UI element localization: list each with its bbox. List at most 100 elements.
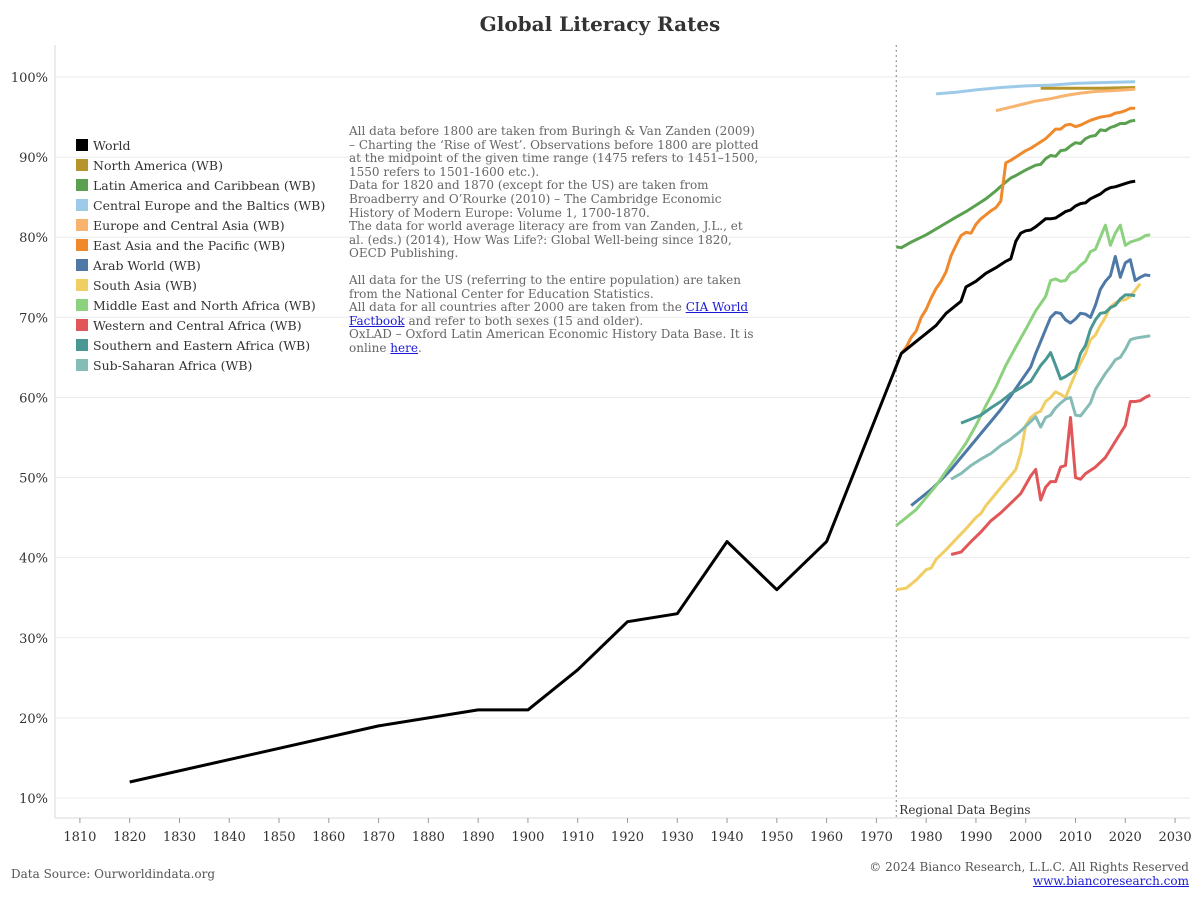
legend-label: Western and Central Africa (WB)	[93, 317, 302, 333]
x-tick-label: 1910	[561, 830, 594, 845]
legend-item-arab-world: Arab World (WB)	[76, 255, 325, 275]
source-notes: All data before 1800 are taken from Buri…	[349, 124, 759, 356]
series-line-east-asia-and-the-pacific	[900, 106, 1136, 355]
legend-item-middle-east-and-north-africa: Middle East and North Africa (WB)	[76, 295, 325, 315]
x-tick-label: 1850	[262, 830, 295, 845]
x-tick-label: 1950	[760, 830, 793, 845]
legend-swatch	[76, 259, 88, 271]
legend-label: South Asia (WB)	[93, 277, 197, 293]
regional-data-label: Regional Data Begins	[899, 803, 1030, 817]
x-tick-label: 1810	[63, 830, 96, 845]
series-line-world	[129, 179, 1136, 784]
legend-swatch	[76, 299, 88, 311]
series-line-southern-and-eastern-africa	[960, 293, 1136, 425]
series-line-sub-saharan-africa	[950, 334, 1151, 481]
chart-legend: World North America (WB) Latin America and…	[76, 135, 325, 375]
series-line-middle-east-and-north-africa	[895, 223, 1151, 527]
oxlad-here-link[interactable]: here	[390, 340, 418, 355]
series-line-north-america	[1040, 86, 1136, 90]
note-us-data: All data for the US (referring to the en…	[349, 272, 741, 301]
series-line-central-europe-and-the-baltics	[935, 80, 1136, 96]
grid-lines	[55, 76, 1190, 799]
x-tick-label: 1890	[462, 830, 495, 845]
x-tick-label: 1960	[810, 830, 843, 845]
legend-swatch	[76, 219, 88, 231]
x-tick-label: 1980	[910, 830, 943, 845]
legend-item-east-asia-and-the-pacific: East Asia and the Pacific (WB)	[76, 235, 325, 255]
legend-swatch	[76, 339, 88, 351]
x-tick-label: 2000	[1009, 830, 1042, 845]
chart-title: Global Literacy Rates	[479, 12, 721, 36]
x-tick-label: 1880	[412, 830, 445, 845]
y-tick-label: 70%	[19, 311, 48, 326]
note-buringh: All data before 1800 are taken from Buri…	[349, 124, 759, 179]
legend-item-central-europe-and-the-baltics: Central Europe and the Baltics (WB)	[76, 195, 325, 215]
legend-label: Sub-Saharan Africa (WB)	[93, 357, 253, 373]
note-broadberry: Data for 1820 and 1870 (except for the U…	[349, 178, 722, 220]
legend-swatch	[76, 199, 88, 211]
legend-swatch	[76, 139, 88, 151]
x-tick-label: 1860	[312, 830, 345, 845]
y-tick-label: 30%	[19, 632, 48, 647]
legend-swatch	[76, 239, 88, 251]
x-tick-label: 1900	[511, 830, 544, 845]
copyright-text: © 2024 Bianco Research, L.L.C. All Right…	[869, 860, 1189, 874]
x-tick-label: 1940	[710, 830, 743, 845]
x-tick-label: 1840	[213, 830, 246, 845]
note-oxlad: OxLAD – Oxford Latin American Economic H…	[349, 327, 754, 355]
legend-label: Southern and Eastern Africa (WB)	[93, 337, 311, 353]
y-tick-label: 60%	[19, 391, 48, 406]
legend-label: Middle East and North Africa (WB)	[93, 297, 316, 313]
cia-world-factbook-link[interactable]: CIA World Factbook	[349, 300, 749, 328]
legend-swatch	[76, 179, 88, 191]
legend-label: Latin America and Caribbean (WB)	[93, 177, 316, 193]
legend-swatch	[76, 159, 88, 171]
legend-item-western-and-central-africa: Western and Central Africa (WB)	[76, 315, 325, 335]
note-cia: All data for all countries after 2000 ar…	[349, 300, 749, 328]
legend-label: Europe and Central Asia (WB)	[93, 217, 285, 233]
series-line-europe-and-central-asia	[995, 87, 1136, 113]
legend-item-sub-saharan-africa: Sub-Saharan Africa (WB)	[76, 355, 325, 375]
y-tick-label: 10%	[19, 792, 48, 807]
series-line-arab-world	[910, 255, 1151, 507]
note-van-zanden: The data for world average literacy are …	[349, 219, 743, 261]
x-tick-label: 2030	[1159, 830, 1192, 845]
legend-item-north-america: North America (WB)	[76, 155, 325, 175]
data-source: Data Source: Ourworldindata.org	[11, 867, 216, 881]
website-link[interactable]: www.biancoresearch.com	[1032, 874, 1189, 888]
legend-item-world: World	[76, 135, 325, 155]
y-tick-label: 20%	[19, 712, 48, 727]
x-tick-label: 1990	[959, 830, 992, 845]
series-line-western-and-central-africa	[950, 393, 1151, 556]
x-tick-label: 2020	[1109, 830, 1142, 845]
legend-label: World	[93, 137, 131, 153]
x-tick-label: 1930	[661, 830, 694, 845]
legend-label: North America (WB)	[93, 157, 223, 173]
legend-label: East Asia and the Pacific (WB)	[93, 237, 286, 253]
y-tick-label: 50%	[19, 472, 48, 487]
legend-item-latin-america-and-caribbean: Latin America and Caribbean (WB)	[76, 175, 325, 195]
legend-label: Arab World (WB)	[93, 257, 201, 273]
series-lines	[129, 80, 1151, 784]
x-tick-label: 1830	[163, 830, 196, 845]
legend-item-south-asia: South Asia (WB)	[76, 275, 325, 295]
legend-swatch	[76, 319, 88, 331]
axes: 10% 20% 30% 40% 50% 60% 70% 80% 90% 100% 1810 1820 1…	[11, 45, 1192, 845]
legend-swatch	[76, 279, 88, 291]
legend-label: Central Europe and the Baltics (WB)	[93, 197, 326, 213]
x-tick-label: 1920	[611, 830, 644, 845]
y-tick-label: 100%	[11, 71, 48, 86]
legend-swatch	[76, 359, 88, 371]
y-tick-label: 80%	[19, 231, 48, 246]
x-tick-label: 1870	[362, 830, 395, 845]
y-tick-label: 90%	[19, 151, 48, 166]
legend-item-europe-and-central-asia: Europe and Central Asia (WB)	[76, 215, 325, 235]
legend-item-southern-and-eastern-africa: Southern and Eastern Africa (WB)	[76, 335, 325, 355]
footer-copyright-block: © 2024 Bianco Research, L.L.C. All Right…	[869, 860, 1189, 888]
x-tick-label: 2010	[1059, 830, 1092, 845]
x-tick-label: 1820	[113, 830, 146, 845]
series-line-latin-america-and-caribbean	[896, 118, 1136, 250]
y-tick-label: 40%	[19, 552, 48, 567]
x-tick-label: 1970	[860, 830, 893, 845]
